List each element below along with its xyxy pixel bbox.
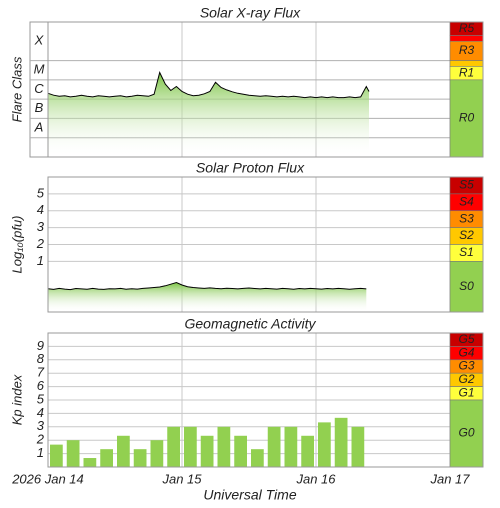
x-tick-label: Jan 16 xyxy=(295,471,336,486)
kp-bar xyxy=(83,458,97,467)
scale-label: S0 xyxy=(459,279,474,293)
x-tick-label: Jan 17 xyxy=(429,471,470,486)
y-tick-label: M xyxy=(34,62,45,77)
y-axis-label: Flare Class xyxy=(9,56,24,122)
kp-bar xyxy=(184,426,197,467)
y-tick-label: 1 xyxy=(37,445,44,460)
kp-bar xyxy=(117,435,130,467)
y-axis-label: Log₁₀(pfu) xyxy=(9,216,24,274)
scale-label: R0 xyxy=(459,111,475,125)
y-tick-label: 5 xyxy=(37,391,45,406)
scale-band xyxy=(449,261,484,313)
kp-bar xyxy=(100,449,113,467)
y-tick-label: 4 xyxy=(37,405,44,420)
x-tick-label: 2026 Jan 14 xyxy=(11,471,84,486)
y-tick-label: 8 xyxy=(37,351,45,366)
flux-line xyxy=(47,71,370,99)
kp-bar xyxy=(217,426,231,467)
kp-bar xyxy=(150,440,164,467)
y-tick-label: 2 xyxy=(36,432,45,447)
kp-bar xyxy=(133,449,147,467)
scale-label: S1 xyxy=(459,245,474,259)
kp-bar xyxy=(234,435,247,467)
panel-title: Geomagnetic Activity xyxy=(185,316,317,332)
kp-bar xyxy=(284,426,298,467)
scale-label: S2 xyxy=(459,228,474,242)
y-tick-label: 3 xyxy=(37,418,45,433)
y-tick-label: 5 xyxy=(37,185,45,200)
plot-frame xyxy=(47,21,484,158)
x-tick-label: Jan 15 xyxy=(161,471,202,486)
scale-label: G5 xyxy=(458,332,474,346)
kp-bar xyxy=(334,417,348,467)
plot-frame xyxy=(47,176,484,313)
kp-bar xyxy=(267,426,281,467)
scale-label: R5 xyxy=(459,21,475,35)
scale-label: R1 xyxy=(459,65,474,79)
plot-frame xyxy=(47,332,484,468)
y-tick-label: 9 xyxy=(37,338,44,353)
kp-bar xyxy=(251,449,264,467)
x-axis-label: Universal Time xyxy=(203,487,296,503)
y-tick-label: B xyxy=(35,100,44,115)
flux-area xyxy=(48,282,367,312)
scale-band xyxy=(449,399,484,468)
scale-label: G0 xyxy=(458,426,474,440)
y-tick-label: 4 xyxy=(37,202,44,217)
scale-label: G3 xyxy=(458,359,474,373)
y-tick-label: 1 xyxy=(37,253,44,268)
y-tick-label: X xyxy=(34,33,45,48)
panel-title: Solar X-ray Flux xyxy=(200,5,301,21)
scale-label: G2 xyxy=(458,372,474,386)
kp-bar xyxy=(351,426,365,467)
kp-bar xyxy=(301,435,314,467)
scale-band xyxy=(449,35,484,42)
scale-label: G1 xyxy=(458,385,474,399)
panel-title: Solar Proton Flux xyxy=(196,160,305,176)
scale-label: S5 xyxy=(459,178,474,192)
y-tick-label: C xyxy=(34,81,44,96)
y-axis-label: Kp index xyxy=(9,374,24,425)
kp-bar xyxy=(318,422,331,467)
kp-bar xyxy=(200,435,214,467)
y-tick-label: 3 xyxy=(37,219,45,234)
scale-label: R3 xyxy=(459,43,475,57)
kp-bar xyxy=(167,426,180,467)
scale-label: S3 xyxy=(459,211,474,225)
y-tick-label: 7 xyxy=(37,365,45,380)
kp-bar xyxy=(50,444,63,467)
flux-line xyxy=(47,281,367,291)
kp-bar xyxy=(66,440,80,467)
y-tick-label: 2 xyxy=(36,236,45,251)
y-tick-label: A xyxy=(34,120,44,135)
flux-area xyxy=(48,72,369,157)
scale-label: S4 xyxy=(459,194,474,208)
y-tick-label: 6 xyxy=(37,378,45,393)
scale-label: G4 xyxy=(458,345,474,359)
